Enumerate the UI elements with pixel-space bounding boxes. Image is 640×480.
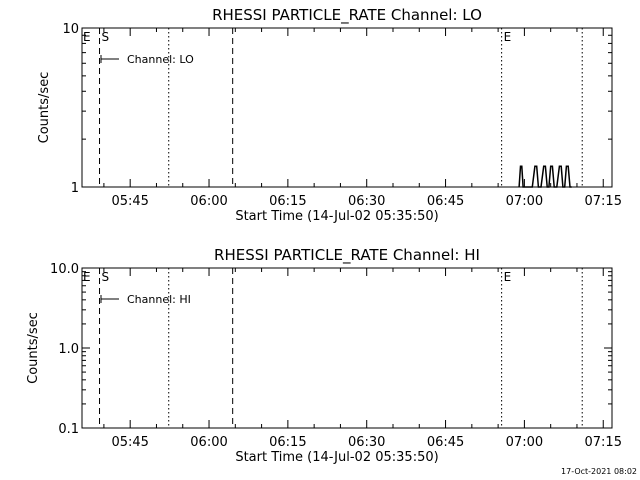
x-axis-label: Start Time (14-Jul-02 05:35:50) bbox=[235, 209, 438, 224]
marker-label: S bbox=[102, 270, 110, 284]
corner-marker-label: E bbox=[83, 270, 91, 284]
y-tick-label: 10 bbox=[62, 22, 79, 37]
plot-frame bbox=[81, 27, 613, 188]
x-tick-label: 06:00 bbox=[190, 194, 227, 209]
x-tick-label: 07:00 bbox=[506, 435, 543, 450]
chart-panel-hi: RHESSI PARTICLE_RATE Channel: HI 0.1 1.0 10… bbox=[26, 246, 622, 465]
series-line bbox=[518, 165, 572, 188]
x-tick-label: 06:45 bbox=[427, 435, 464, 450]
x-tick-label: 06:00 bbox=[190, 435, 227, 450]
x-tick-label: 06:15 bbox=[269, 435, 306, 450]
y-tick-label: 1 bbox=[71, 181, 79, 196]
marker-label: E bbox=[504, 30, 512, 44]
y-tick-label: 10.0 bbox=[50, 262, 79, 277]
x-tick-label: 06:30 bbox=[348, 435, 385, 450]
x-axis-label: Start Time (14-Jul-02 05:35:50) bbox=[235, 450, 438, 465]
y-axis-label: Counts/sec bbox=[37, 72, 52, 144]
x-tick-label: 07:15 bbox=[585, 194, 622, 209]
x-tick-label: 06:30 bbox=[348, 194, 385, 209]
y-tick-label: 0.1 bbox=[58, 422, 79, 437]
x-tick-label: 06:45 bbox=[427, 194, 464, 209]
x-tick-label: 07:00 bbox=[506, 194, 543, 209]
x-tick-label: 07:15 bbox=[585, 435, 622, 450]
footer-timestamp: 17-Oct-2021 08:02 bbox=[561, 467, 637, 476]
chart-title: RHESSI PARTICLE_RATE Channel: HI bbox=[214, 246, 480, 265]
x-tick-label: 05:45 bbox=[111, 435, 148, 450]
corner-marker-label: E bbox=[83, 30, 91, 44]
x-tick-label: 06:15 bbox=[269, 194, 306, 209]
legend-label: Channel: HI bbox=[127, 293, 191, 306]
x-tick-label: 05:45 bbox=[111, 194, 148, 209]
chart-panel-lo: RHESSI PARTICLE_RATE Channel: LO 1 10 05:45… bbox=[37, 6, 622, 224]
marker-label: E bbox=[504, 270, 512, 284]
legend-label: Channel: LO bbox=[127, 53, 194, 66]
chart-title: RHESSI PARTICLE_RATE Channel: LO bbox=[212, 6, 482, 25]
y-axis-label: Counts/sec bbox=[26, 312, 41, 384]
y-tick-label: 1.0 bbox=[58, 342, 79, 357]
marker-label: S bbox=[102, 30, 110, 44]
plot-frame bbox=[81, 267, 613, 429]
